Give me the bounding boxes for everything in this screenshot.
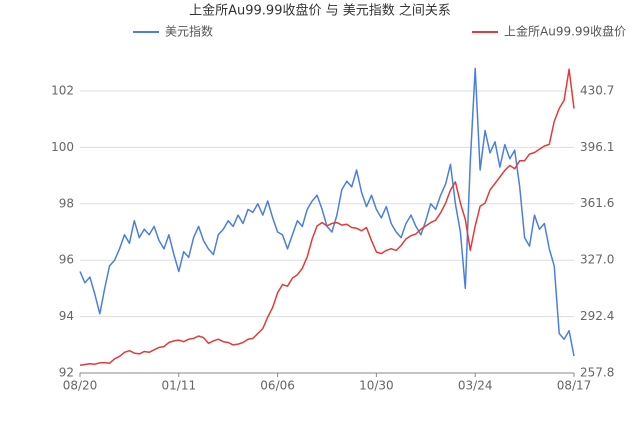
series-line: [79, 68, 575, 367]
series-line: [79, 67, 575, 357]
y-tick-label: 102: [51, 84, 74, 98]
x-tick-label: 08/20: [63, 379, 98, 393]
x-tick-label: 08/17: [557, 379, 592, 393]
y-tick-label: 96: [59, 253, 74, 267]
x-tick-label: 10/30: [359, 379, 394, 393]
x-tick-label: 01/11: [162, 379, 197, 393]
y2-tick-label: 257.8: [580, 366, 614, 380]
y-tick-label: 100: [51, 140, 74, 154]
legend-label: 上金所Au99.99收盘价: [504, 24, 626, 39]
chart-title: 上金所Au99.99收盘价 与 美元指数 之间关系: [189, 3, 451, 19]
y2-tick-label: 430.7: [580, 84, 614, 98]
legend-label: 美元指数: [165, 24, 213, 39]
y-tick-label: 98: [59, 196, 74, 210]
y2-tick-label: 292.4: [580, 309, 614, 323]
x-tick-label: 06/06: [260, 379, 295, 393]
x-tick-label: 03/24: [458, 379, 493, 393]
y-tick-label: 92: [59, 366, 74, 380]
y2-tick-label: 327.0: [580, 253, 614, 267]
y2-tick-label: 396.1: [580, 140, 614, 154]
y-tick-label: 94: [59, 309, 74, 323]
y2-tick-label: 361.6: [580, 196, 614, 210]
